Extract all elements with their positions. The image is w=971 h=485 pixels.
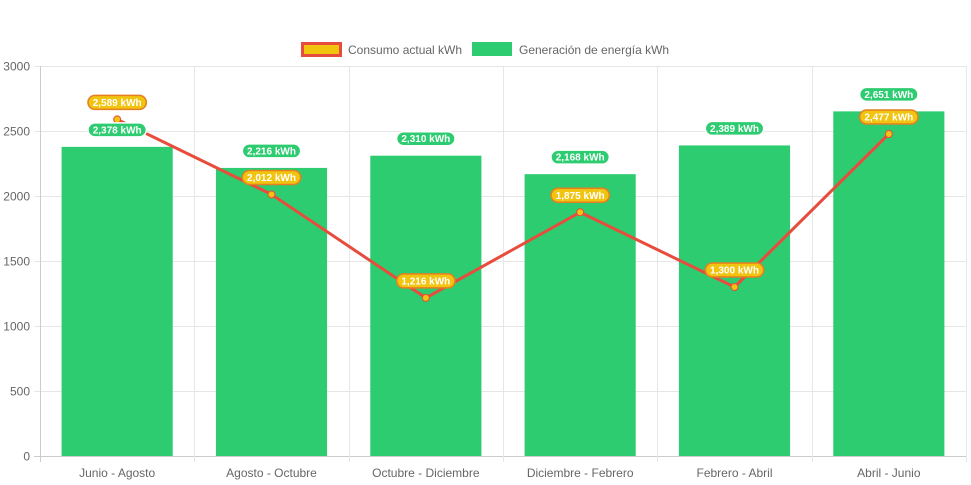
line-value-label-bg xyxy=(550,187,611,203)
line-value-label-bg xyxy=(704,262,765,278)
x-tick-label: Febrero - Abril xyxy=(696,466,772,480)
bar[interactable] xyxy=(215,167,328,457)
data-labels: 2,378 kWh 2,216 kWh 2,310 kWh 2,168 kWh 2,38… xyxy=(87,86,919,289)
bar-value-label: 2,168 kWh xyxy=(556,153,605,164)
bar-value-label-bg xyxy=(87,122,148,138)
line-value-label-bg xyxy=(241,169,302,186)
x-tick-label: Agosto - Octubre xyxy=(226,466,317,480)
x-tick-label: Octubre - Diciembre xyxy=(372,466,480,480)
bar-value-label: 2,310 kWh xyxy=(401,134,450,145)
bar-value-label-bg xyxy=(858,86,919,103)
line-point[interactable] xyxy=(113,115,122,124)
bar[interactable] xyxy=(524,174,636,456)
legend-swatch-generacion[interactable] xyxy=(472,42,512,56)
y-tick-label: 0 xyxy=(23,450,30,464)
x-tick-label: Junio - Agosto xyxy=(79,466,155,480)
legend-swatch-consumo[interactable] xyxy=(301,42,342,57)
x-axis: Junio - Agosto Agosto - Octubre Octubre - … xyxy=(79,466,921,480)
y-tick-label: 1500 xyxy=(3,255,30,269)
line-value-label: 1,300 kWh xyxy=(710,266,759,277)
bar-value-label: 2,651 kWh xyxy=(864,90,913,101)
bar[interactable] xyxy=(370,155,482,456)
bar[interactable] xyxy=(833,111,945,457)
bar-value-label-bg xyxy=(704,120,765,137)
bar-value-label-bg xyxy=(241,143,302,159)
line-point[interactable] xyxy=(730,283,739,291)
bar-value-label: 2,378 kWh xyxy=(93,125,142,136)
x-tick-label: Abril - Junio xyxy=(857,466,921,480)
bar[interactable] xyxy=(61,146,173,457)
line-point[interactable] xyxy=(884,129,893,138)
line-point[interactable] xyxy=(267,190,276,199)
y-axis: 0 500 1000 1500 2000 2500 3000 xyxy=(3,60,30,464)
line-value-label: 1,216 kWh xyxy=(401,276,450,287)
line-value-label: 2,012 kWh xyxy=(247,173,296,184)
y-tick-label: 500 xyxy=(10,385,30,399)
line-point[interactable] xyxy=(421,293,430,302)
y-tick-label: 3000 xyxy=(3,60,30,74)
line-value-label: 2,589 kWh xyxy=(93,98,142,109)
bar[interactable] xyxy=(678,145,791,456)
bar-value-label-bg xyxy=(550,149,611,165)
bar-value-label-bg xyxy=(395,130,456,147)
legend-label-generacion[interactable]: Generación de energía kWh xyxy=(519,43,669,57)
line-value-label-bg xyxy=(87,94,148,111)
y-tick-label: 2000 xyxy=(3,190,30,204)
bar-value-label: 2,216 kWh xyxy=(247,146,296,157)
line-value-label-bg xyxy=(858,109,919,125)
x-tick-label: Diciembre - Febrero xyxy=(527,466,634,480)
line-value-label-bg xyxy=(395,273,456,289)
line-value-label: 1,875 kWh xyxy=(556,191,605,202)
line-point[interactable] xyxy=(576,208,585,217)
legend[interactable]: Consumo actual kWh Generación de energía… xyxy=(301,42,670,57)
y-tick-label: 1000 xyxy=(3,320,30,334)
grid-lines xyxy=(34,66,967,462)
line-value-label: 2,477 kWh xyxy=(864,112,913,123)
bar-series xyxy=(61,111,945,457)
legend-label-consumo[interactable]: Consumo actual kWh xyxy=(348,43,462,57)
y-tick-label: 2500 xyxy=(3,125,30,139)
bar-value-label: 2,389 kWh xyxy=(710,124,759,135)
